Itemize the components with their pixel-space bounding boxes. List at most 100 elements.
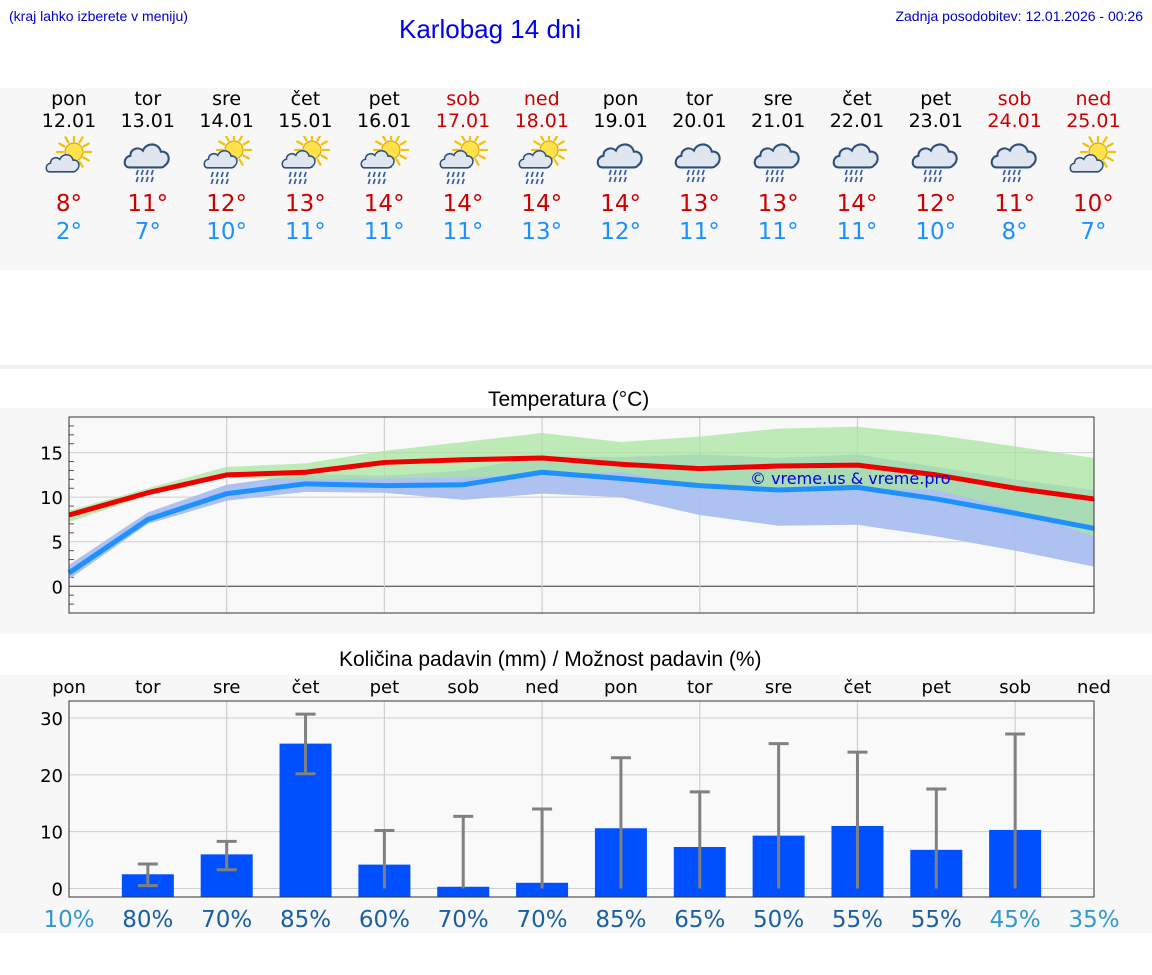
day-name: ned (523, 88, 560, 110)
day-name: tor (134, 88, 162, 110)
x-tick-label: pon (604, 677, 638, 698)
max-temperature: 13° (285, 191, 326, 217)
partly-cloudy-sun-icon (1066, 133, 1120, 188)
day-column: sre 21.01 13° 11° (738, 88, 818, 246)
precipitation-probability: 85% (280, 907, 331, 933)
cloud-rain-icon (594, 136, 648, 188)
x-tick-label: sre (213, 677, 240, 698)
day-column: sre 14.01 12° 10° (187, 88, 267, 246)
day-date: 21.01 (750, 110, 806, 132)
watermark: © vreme.us & vreme.pro (750, 469, 951, 488)
max-temperature: 14° (442, 191, 484, 217)
y-tick-label: 0 (52, 577, 63, 598)
day-date: 16.01 (356, 110, 412, 132)
day-date: 25.01 (1066, 110, 1121, 132)
precipitation-probability: 65% (674, 907, 725, 933)
cloud-rain-icon (830, 136, 884, 188)
max-temperature: 12° (915, 191, 957, 217)
cloud-rain-icon (988, 136, 1042, 188)
precipitation-bar (516, 882, 569, 897)
min-temperature: 8° (1001, 219, 1028, 245)
max-temperature: 8° (55, 191, 83, 217)
max-temperature: 12° (206, 191, 247, 217)
max-temperature: 14° (521, 191, 563, 217)
day-column: pet 16.01 14° 11° (344, 88, 424, 246)
y-tick-label: 15 (40, 444, 63, 465)
y-tick-label: 5 (52, 533, 63, 554)
max-temperature: 13° (757, 191, 799, 217)
day-column: sob 24.01 11° 8° (975, 88, 1055, 246)
x-tick-label: sob (447, 677, 479, 698)
day-column: pon 12.01 8° 2° (29, 88, 109, 246)
precipitation-probability: 45% (990, 907, 1041, 933)
day-column: pet 23.01 12° 10° (896, 88, 976, 246)
sun-cloud-rain-icon (515, 131, 569, 188)
max-temperature: 13° (679, 191, 720, 217)
precipitation-probability: 55% (911, 907, 962, 933)
day-name: čet (842, 88, 872, 110)
x-tick-label: sre (765, 677, 792, 698)
cloud-rain-icon (909, 136, 963, 188)
max-temperature: 11° (994, 191, 1035, 217)
day-date: 18.01 (514, 110, 569, 132)
day-column: čet 22.01 14° 11° (817, 88, 897, 246)
x-tick-label: čet (292, 677, 320, 698)
partly-cloudy-sun-icon (42, 133, 96, 188)
day-date: 22.01 (829, 110, 885, 132)
day-name: sob (446, 88, 480, 110)
x-tick-label: čet (843, 677, 871, 698)
day-date: 20.01 (672, 110, 727, 132)
page-title: Karlobag 14 dni (399, 14, 582, 44)
y-tick-label: 10 (40, 823, 63, 844)
precipitation-chart-title: Količina padavin (mm) / Možnost padavin … (339, 648, 762, 671)
day-date: 13.01 (120, 110, 175, 132)
precipitation-probability: 50% (753, 907, 804, 933)
precipitation-probability: 35% (1068, 907, 1119, 933)
precipitation-probability: 85% (595, 907, 646, 933)
x-tick-label: pet (370, 677, 400, 698)
min-temperature: 10° (206, 219, 247, 245)
temperature-chart-title: Temperatura (°C) (488, 388, 650, 411)
day-column: sob 17.01 14° 11° (423, 88, 503, 246)
cloud-rain-icon (751, 136, 805, 188)
day-column: tor 13.01 11° 7° (108, 88, 188, 246)
day-column: ned 25.01 10° 7° (1053, 88, 1133, 246)
day-name: pet (368, 88, 400, 110)
location-hint: (kraj lahko izberete v meniju) (9, 8, 188, 24)
x-tick-label: sob (999, 677, 1031, 698)
min-temperature: 11° (757, 219, 799, 245)
precipitation-bar (437, 886, 490, 897)
day-column: tor 20.01 13° 11° (659, 88, 739, 246)
day-date: 24.01 (987, 110, 1042, 132)
daily-forecast-strip: pon 12.01 8° 2° tor 13.01 11° 7° sre 14.01 12° 10° č… (0, 88, 1152, 268)
plot-frame (68, 700, 1095, 898)
min-temperature: 10° (915, 219, 957, 245)
day-column: ned 18.01 14° 13° (502, 88, 582, 246)
day-date: 12.01 (41, 110, 97, 132)
max-temperature-range (69, 426, 1094, 537)
day-date: 23.01 (908, 110, 963, 132)
y-tick-label: 20 (40, 766, 63, 787)
max-temperature: 14° (363, 191, 405, 217)
day-column: čet 15.01 13° 11° (265, 88, 345, 246)
max-temperature: 14° (836, 191, 878, 217)
day-name: tor (685, 88, 713, 110)
divider (0, 365, 1152, 369)
max-temperature-line (68, 455, 1095, 518)
max-temperature: 11° (127, 191, 169, 217)
min-temperature: 7° (134, 219, 161, 245)
precipitation-probability: 70% (517, 907, 568, 933)
precipitation-probability: 80% (122, 907, 173, 933)
min-temperature: 12° (600, 219, 641, 245)
day-date: 15.01 (278, 110, 333, 132)
cloud-rain-icon (672, 136, 726, 188)
min-temperature: 11° (836, 219, 878, 245)
min-temperature: 11° (285, 219, 326, 245)
day-name: sre (212, 88, 242, 110)
min-temperature: 11° (679, 219, 720, 245)
day-date: 14.01 (199, 110, 254, 132)
min-temperature: 11° (442, 219, 484, 245)
y-tick-label: 0 (52, 879, 63, 900)
sun-cloud-rain-icon (357, 131, 411, 188)
